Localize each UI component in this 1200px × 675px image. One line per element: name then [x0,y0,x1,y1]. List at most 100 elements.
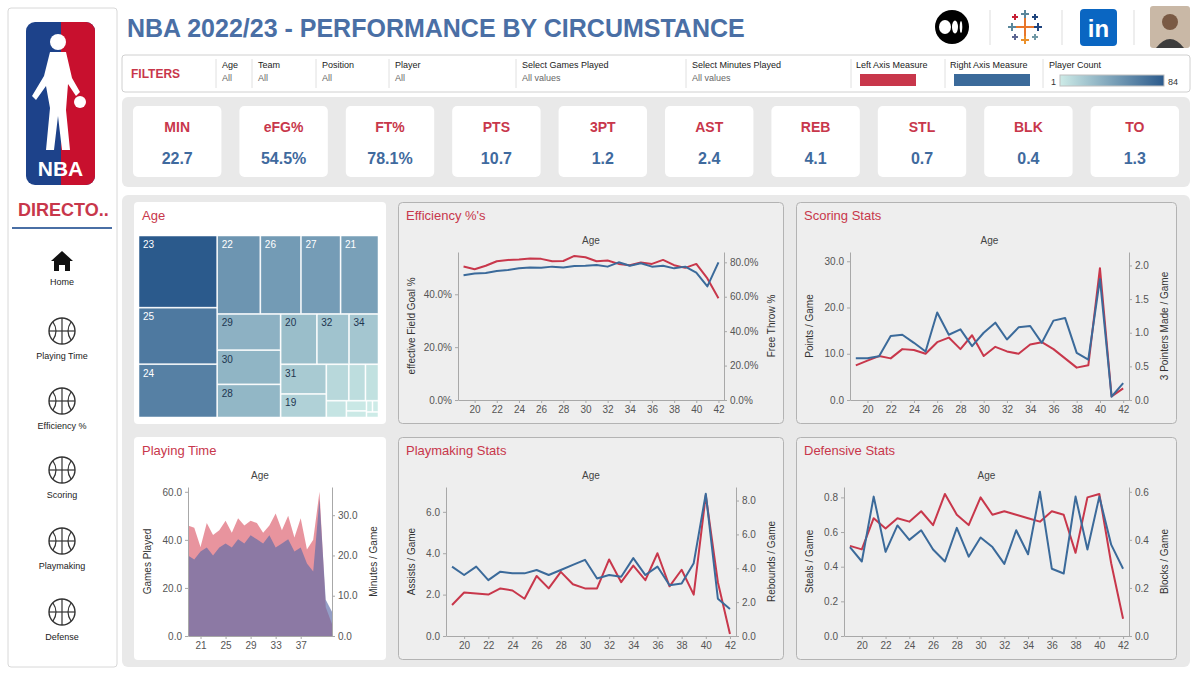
y2-tick-mark [332,596,335,597]
y-axis: 0.010.020.030.0 [825,253,851,406]
x-tick-label: 20 [459,640,471,651]
nav-label[interactable]: Playmaking [39,561,86,571]
ball-icon[interactable] [53,392,71,410]
x-tick: 26 [932,400,944,415]
nav-item[interactable]: Home [50,251,74,287]
y2-tick-label: 20.0 [338,550,358,561]
filter-name[interactable]: Select Games Played [522,60,609,70]
filter-item[interactable]: Position All [316,59,354,88]
kpi-card-bg [346,106,434,177]
logo-text: NBA [38,157,84,180]
filter-value[interactable]: All values [692,73,731,83]
nav-item[interactable]: Playing Time [36,318,88,361]
treemap-panel: Age232524222627212930282032343119 [134,202,386,424]
x-tick-mark [609,636,610,639]
nav-label[interactable]: Playing Time [36,351,88,361]
tableau-cross [1024,36,1026,44]
nav-item[interactable]: Playmaking [39,528,86,571]
ball-icon[interactable] [49,540,75,541]
ball-icon[interactable] [49,469,75,470]
filter-value[interactable]: All [322,73,332,83]
ball-icon[interactable] [49,400,75,401]
nav-label[interactable]: Scoring [47,490,78,500]
nav-label[interactable]: Defense [45,632,79,642]
home-icon[interactable] [51,251,73,271]
dashboard: NBADIRECTO..HomePlaying TimeEfficiency %… [0,0,1200,675]
cell-label: 30 [222,354,234,365]
y2-tick: 0.5 [1129,361,1149,372]
y-tick: 6.0 [426,507,446,518]
medium-icon [960,21,963,33]
filter-item[interactable]: Age All [216,59,238,88]
x-tick-label: 25 [221,640,233,651]
nav-item[interactable]: Efficiency % [38,388,87,431]
filter-value[interactable]: All [222,73,232,83]
y2-axis-title: Free Throw % [766,295,777,358]
nav-item[interactable]: Defense [45,599,79,642]
ball-icon[interactable] [49,528,75,554]
filter-item[interactable]: Select Games Played All values [516,59,609,88]
linkedin-icon[interactable] [1080,9,1117,46]
ball-icon[interactable] [53,322,71,340]
y-tick: 60.0 [163,487,188,498]
y-tick: 20.0 [163,583,188,594]
y-axis-title: Assists / Game [406,527,417,595]
nav-label[interactable]: Efficiency % [38,421,87,431]
y-tick-label: 0.2 [824,596,838,607]
x-tick: 42 [1118,400,1130,415]
plot-marks [850,492,1123,619]
filter-item[interactable]: Team All [252,59,280,88]
ball-icon[interactable] [49,318,75,344]
y2-tick: 8.0 [736,495,756,506]
x-tick-mark [886,636,887,639]
y2-tick-mark [736,602,739,603]
filter-item[interactable]: Select Minutes Played All values [686,59,781,88]
ball-icon[interactable] [53,461,71,479]
kpi-card-bg [452,106,540,177]
x-tick-mark [957,636,958,639]
filter-item[interactable]: Player All [389,59,421,88]
filter-value[interactable]: All [258,73,268,83]
plot-marks [452,494,730,634]
y-tick: 0.4 [824,561,844,572]
filter-name[interactable]: Player [395,60,421,70]
kpi-card: MIN22.7 [133,106,221,177]
y2-tick-mark [736,568,739,569]
y2-axis: 0.00.51.01.52.0 [1129,253,1149,406]
y2-tick-mark [724,331,727,332]
filter-name[interactable]: Select Minutes Played [692,60,781,70]
ball-icon[interactable] [49,599,75,625]
kpi-card: FT%78.1% [346,106,434,177]
y2-axis: 0.00.20.40.6 [1129,487,1149,642]
y2-tick-label: 0.5 [1135,361,1149,372]
kpi-value: 78.1% [367,150,412,167]
kpi-card: AST2.4 [665,106,753,177]
x-tick-label: 30 [580,404,592,415]
y-tick-mark [847,400,850,401]
ball-icon[interactable] [53,603,71,621]
filter-value[interactable]: All [395,73,405,83]
nav-item[interactable]: Scoring [47,457,78,500]
x-tick-mark [488,636,489,639]
y2-tick-mark [736,501,739,502]
panel-bg [399,203,784,424]
ball-icon[interactable] [49,330,75,331]
x-tick: 30 [580,636,592,651]
ball-icon[interactable] [49,457,75,483]
filter-name[interactable]: Position [322,60,354,70]
ball-icon[interactable] [49,388,75,414]
ball-icon[interactable] [53,532,71,550]
linkedin-text[interactable]: in [1088,15,1109,42]
ball-icon[interactable] [49,611,75,612]
y-tick-mark [185,540,188,541]
nav-label[interactable]: Home [50,277,74,287]
x-tick: 24 [514,400,526,415]
filter-value[interactable]: All values [522,73,561,83]
x-tick: 22 [886,400,898,415]
x-tick-label: 20 [862,404,874,415]
filter-name[interactable]: Age [222,60,238,70]
filter-name[interactable]: Team [258,60,280,70]
y2-tick-mark [332,555,335,556]
x-tick-mark [630,400,631,403]
x-tick: 34 [1025,400,1037,415]
